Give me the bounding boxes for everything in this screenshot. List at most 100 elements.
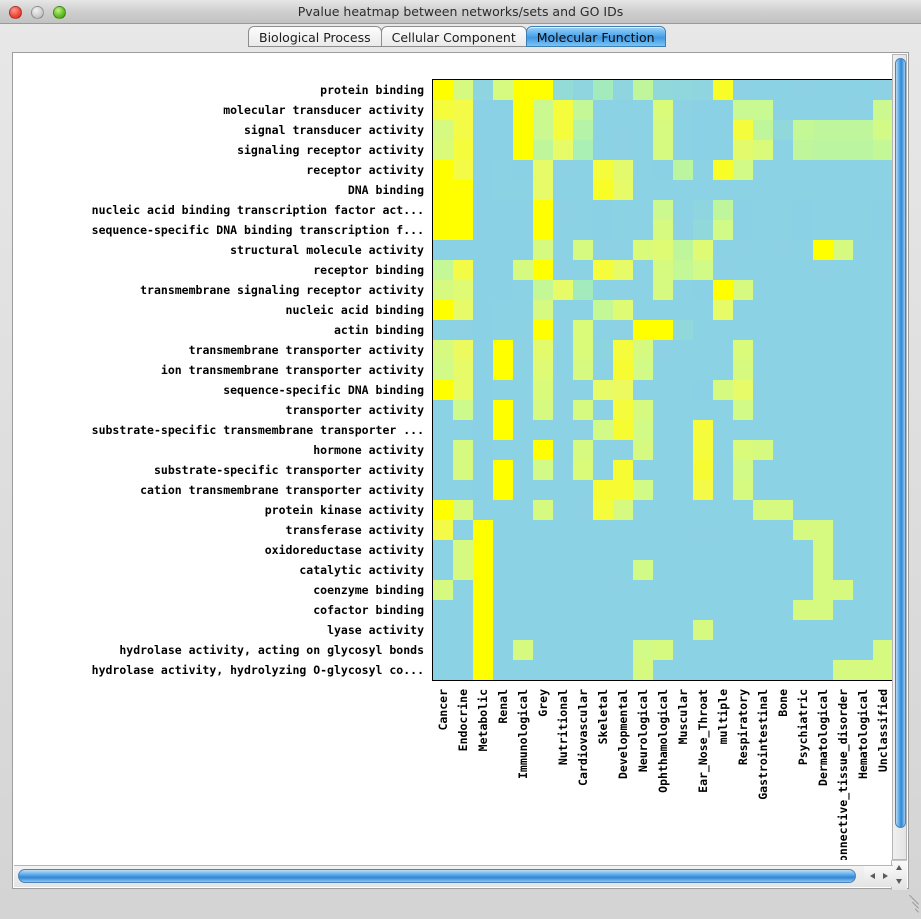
heatmap-cell[interactable] [753, 580, 773, 600]
heatmap-cell[interactable] [633, 440, 653, 460]
heatmap-cell[interactable] [653, 520, 673, 540]
heatmap-cell[interactable] [713, 560, 733, 580]
heatmap-cell[interactable] [553, 300, 573, 320]
heatmap-cell[interactable] [773, 400, 793, 420]
heatmap-cell[interactable] [753, 560, 773, 580]
heatmap-cell[interactable] [633, 300, 653, 320]
heatmap-cell[interactable] [693, 320, 713, 340]
heatmap-cell[interactable] [733, 580, 753, 600]
heatmap-cell[interactable] [813, 220, 833, 240]
heatmap-cell[interactable] [513, 80, 533, 100]
heatmap-cell[interactable] [873, 300, 893, 320]
heatmap-cell[interactable] [513, 380, 533, 400]
heatmap-cell[interactable] [473, 660, 493, 680]
heatmap-cell[interactable] [793, 300, 813, 320]
heatmap-cell[interactable] [673, 400, 693, 420]
heatmap-cell[interactable] [733, 440, 753, 460]
heatmap-cell[interactable] [453, 600, 473, 620]
heatmap-cell[interactable] [453, 420, 473, 440]
heatmap-cell[interactable] [693, 180, 713, 200]
heatmap-cell[interactable] [773, 80, 793, 100]
heatmap-cell[interactable] [553, 560, 573, 580]
heatmap-cell[interactable] [853, 240, 873, 260]
heatmap-cell[interactable] [693, 420, 713, 440]
horizontal-scrollbar[interactable] [14, 865, 864, 887]
heatmap-cell[interactable] [513, 440, 533, 460]
heatmap-cell[interactable] [473, 640, 493, 660]
heatmap-cell[interactable] [833, 540, 853, 560]
heatmap-cell[interactable] [553, 580, 573, 600]
heatmap-cell[interactable] [693, 640, 713, 660]
heatmap-cell[interactable] [473, 220, 493, 240]
heatmap-cell[interactable] [833, 420, 853, 440]
heatmap-cell[interactable] [693, 540, 713, 560]
heatmap-cell[interactable] [553, 320, 573, 340]
heatmap-cell[interactable] [653, 380, 673, 400]
heatmap-cell[interactable] [433, 400, 453, 420]
heatmap-cell[interactable] [633, 380, 653, 400]
heatmap-cell[interactable] [633, 200, 653, 220]
heatmap-cell[interactable] [533, 580, 553, 600]
heatmap-cell[interactable] [513, 600, 533, 620]
heatmap-cell[interactable] [733, 360, 753, 380]
heatmap-cell[interactable] [453, 180, 473, 200]
heatmap-cell[interactable] [693, 400, 713, 420]
heatmap-cell[interactable] [473, 560, 493, 580]
heatmap-cell[interactable] [593, 440, 613, 460]
heatmap-cell[interactable] [753, 340, 773, 360]
heatmap-cell[interactable] [613, 460, 633, 480]
heatmap-cell[interactable] [633, 180, 653, 200]
heatmap-cell[interactable] [553, 460, 573, 480]
heatmap-cell[interactable] [693, 480, 713, 500]
heatmap-cell[interactable] [673, 300, 693, 320]
heatmap-cell[interactable] [573, 480, 593, 500]
heatmap-cell[interactable] [633, 540, 653, 560]
heatmap-cell[interactable] [713, 300, 733, 320]
heatmap-cell[interactable] [533, 400, 553, 420]
heatmap-cell[interactable] [613, 640, 633, 660]
heatmap-cell[interactable] [613, 540, 633, 560]
heatmap-cell[interactable] [753, 160, 773, 180]
heatmap-cell[interactable] [473, 320, 493, 340]
heatmap-cell[interactable] [633, 320, 653, 340]
heatmap-cell[interactable] [873, 160, 893, 180]
heatmap-cell[interactable] [533, 100, 553, 120]
heatmap-cell[interactable] [653, 320, 673, 340]
heatmap-cell[interactable] [713, 260, 733, 280]
heatmap-cell[interactable] [573, 360, 593, 380]
heatmap-cell[interactable] [693, 140, 713, 160]
heatmap-cell[interactable] [513, 140, 533, 160]
heatmap-cell[interactable] [593, 500, 613, 520]
heatmap-cell[interactable] [813, 100, 833, 120]
heatmap-cell[interactable] [753, 640, 773, 660]
heatmap-cell[interactable] [513, 200, 533, 220]
heatmap-cell[interactable] [573, 160, 593, 180]
heatmap-cell[interactable] [473, 420, 493, 440]
heatmap-cell[interactable] [773, 660, 793, 680]
heatmap-cell[interactable] [673, 480, 693, 500]
heatmap-cell[interactable] [613, 500, 633, 520]
heatmap-cell[interactable] [773, 280, 793, 300]
heatmap-cell[interactable] [533, 300, 553, 320]
heatmap-cell[interactable] [813, 640, 833, 660]
heatmap-cell[interactable] [773, 300, 793, 320]
heatmap-cell[interactable] [673, 80, 693, 100]
heatmap-cell[interactable] [653, 280, 673, 300]
heatmap-cell[interactable] [693, 120, 713, 140]
heatmap-cell[interactable] [733, 340, 753, 360]
heatmap-cell[interactable] [633, 120, 653, 140]
heatmap-cell[interactable] [753, 420, 773, 440]
heatmap-cell[interactable] [773, 360, 793, 380]
heatmap-cell[interactable] [753, 200, 773, 220]
heatmap-cell[interactable] [633, 100, 653, 120]
heatmap-cell[interactable] [813, 240, 833, 260]
heatmap-cell[interactable] [533, 140, 553, 160]
heatmap-cell[interactable] [553, 600, 573, 620]
heatmap-cell[interactable] [673, 240, 693, 260]
heatmap-cell[interactable] [513, 420, 533, 440]
heatmap-cell[interactable] [493, 400, 513, 420]
heatmap-cell[interactable] [633, 280, 653, 300]
heatmap-cell[interactable] [593, 480, 613, 500]
heatmap-cell[interactable] [853, 300, 873, 320]
heatmap-cell[interactable] [813, 420, 833, 440]
